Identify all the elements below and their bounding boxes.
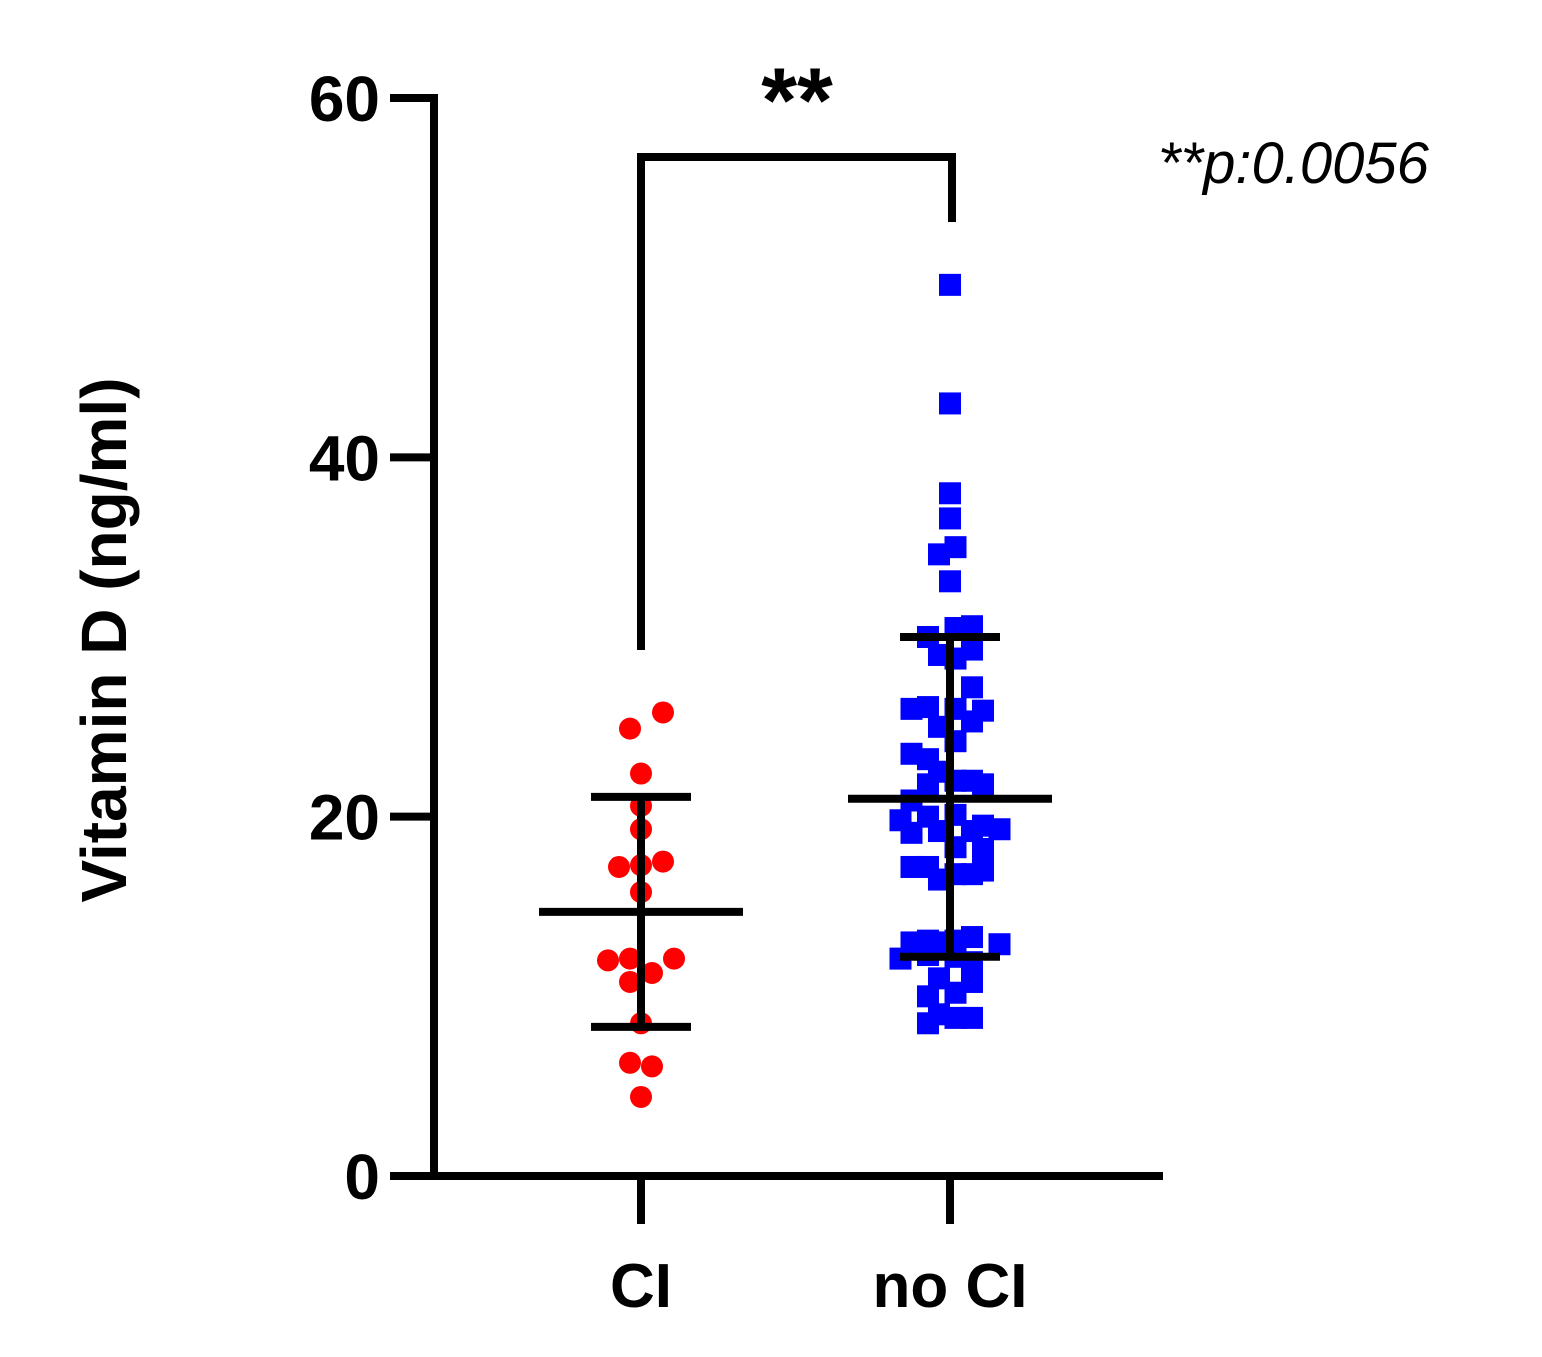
data-point-no-ci-44 [972,859,994,882]
data-point-ci-7 [652,850,674,873]
data-point-no-ci-6 [939,570,961,593]
data-point-no-ci-0 [939,273,961,296]
data-point-no-ci-49 [961,926,983,949]
data-point-no-ci-9 [961,615,983,638]
y-tick-label-0: 0 [344,1141,380,1213]
data-point-ci-15 [619,1051,641,1074]
data-point-no-ci-32 [900,821,923,844]
data-point-no-ci-3 [939,507,961,530]
error-bars [539,633,1052,1031]
data-point-ci-17 [630,1085,652,1108]
x-ticks: CI no CI [610,1176,1027,1321]
axes [430,94,1163,1180]
data-point-no-ci-19 [961,710,983,733]
data-point-ci-0 [652,701,674,724]
data-point-no-ci-38 [972,838,994,861]
data-point-no-ci-50 [988,933,1011,956]
x-category-label-1: no CI [873,1252,1028,1321]
p-value-annotation: **p:0.0056 [1158,131,1430,196]
data-point-ci-1 [619,717,641,740]
y-tick-label-20: 20 [309,782,380,854]
data-point-no-ci-62 [917,1012,939,1035]
data-point-no-ci-12 [961,638,983,661]
data-point-ci-5 [608,855,630,878]
data-point-no-ci-61 [961,1006,983,1029]
significance-bracket [637,153,956,650]
data-point-ci-9 [597,949,619,972]
data-point-no-ci-57 [917,985,939,1008]
data-point-no-ci-1 [939,392,961,415]
x-category-label-0: CI [610,1252,672,1321]
y-ticks: 0 20 40 60 [309,63,434,1213]
data-point-no-ci-36 [988,818,1011,841]
data-point-ci-2 [630,762,652,785]
data-point-ci-10 [619,947,641,970]
y-tick-label-60: 60 [309,63,380,135]
data-point-no-ci-15 [917,696,939,719]
significance-stars: ** [761,50,833,152]
significance-bracket-line [637,153,956,650]
y-axis-label: Vitamin D (ng/ml) [68,377,140,902]
data-point-ci-12 [663,947,685,970]
data-point-no-ci-27 [972,773,994,796]
y-tick-label-40: 40 [309,422,380,494]
data-point-no-ci-2 [939,482,961,505]
data-point-ci-16 [641,1055,663,1078]
data-point-ci-13 [619,970,641,993]
data-point-no-ci-5 [944,536,967,559]
data-point-no-ci-58 [944,981,967,1004]
data-point-ci-11 [641,961,663,984]
data-point-no-ci-13 [961,676,983,699]
